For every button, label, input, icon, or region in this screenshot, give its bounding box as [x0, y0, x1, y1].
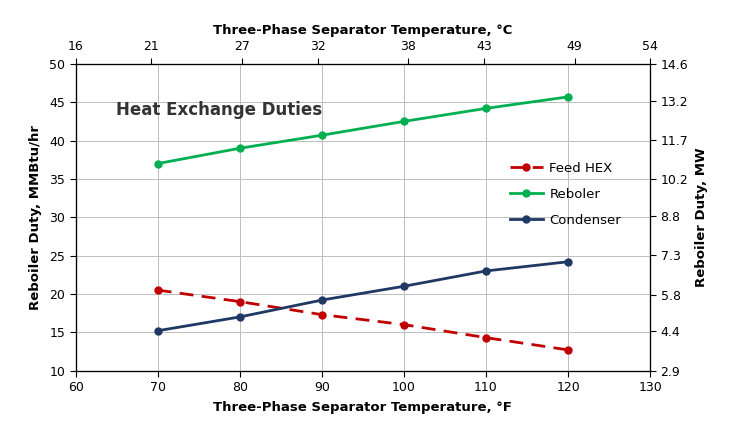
X-axis label: Three-Phase Separator Temperature, °F: Three-Phase Separator Temperature, °F — [213, 401, 513, 414]
Text: Heat Exchange Duties: Heat Exchange Duties — [116, 101, 322, 119]
Y-axis label: Reboiler Duty, MW: Reboiler Duty, MW — [696, 147, 708, 287]
X-axis label: Three-Phase Separator Temperature, °C: Three-Phase Separator Temperature, °C — [213, 23, 513, 37]
Y-axis label: Reboiler Duty, MMBtu/hr: Reboiler Duty, MMBtu/hr — [29, 125, 42, 310]
Legend: Feed HEX, Reboler, Condenser: Feed HEX, Reboler, Condenser — [504, 156, 627, 232]
